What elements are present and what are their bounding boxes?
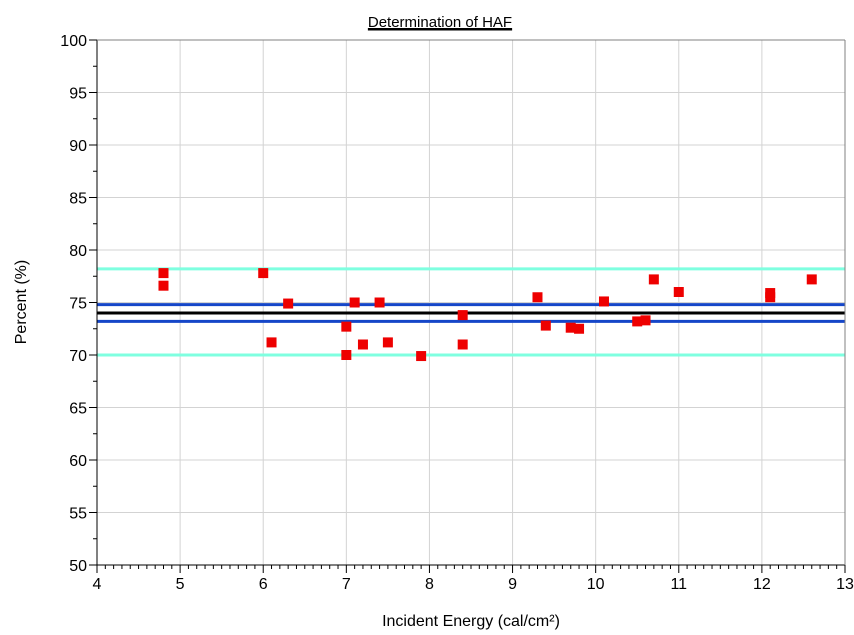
y-tick-label: 75 (69, 296, 87, 313)
y-tick-label: 90 (69, 138, 87, 155)
x-tick-label: 9 (508, 576, 517, 593)
data-point (648, 274, 659, 285)
y-tick-label: 60 (69, 453, 87, 470)
reference-lines (97, 267, 845, 357)
data-point (258, 268, 269, 279)
data-point (565, 322, 576, 333)
x-tick-label: 4 (93, 576, 102, 593)
y-axis-title: Percent (%) (13, 260, 30, 344)
y-tick-label: 100 (60, 33, 87, 50)
data-point (765, 292, 776, 303)
data-point (457, 310, 468, 321)
data-point (341, 321, 352, 332)
x-tick-label: 5 (176, 576, 185, 593)
data-point (266, 337, 277, 348)
gridlines (97, 40, 845, 565)
data-point (532, 292, 543, 303)
data-point (540, 320, 551, 331)
x-axis-title: Incident Energy (cal/cm²) (382, 613, 560, 630)
data-point (283, 298, 294, 309)
y-tick-label: 50 (69, 558, 87, 575)
data-point (341, 350, 352, 360)
x-tick-label: 8 (425, 576, 434, 593)
x-tick-label: 6 (259, 576, 268, 593)
y-tick-label: 65 (69, 401, 87, 418)
data-point (574, 323, 585, 334)
y-tick-label: 80 (69, 243, 87, 260)
x-tick-label: 13 (836, 576, 854, 593)
data-point (632, 316, 643, 327)
y-tick-label: 95 (69, 86, 87, 103)
data-point (382, 337, 393, 348)
x-tick-label: 12 (753, 576, 771, 593)
data-point (374, 297, 385, 308)
data-points (158, 268, 817, 362)
y-tick-label: 85 (69, 191, 87, 208)
y-tick-label: 55 (69, 506, 87, 523)
data-point (349, 297, 360, 308)
y-tick-label: 70 (69, 348, 87, 365)
data-point (673, 287, 684, 297)
data-point (640, 315, 651, 326)
data-point (457, 339, 468, 350)
data-point (416, 351, 427, 362)
data-point (158, 280, 169, 291)
data-point (598, 296, 609, 307)
data-point (158, 268, 169, 279)
data-point (806, 274, 817, 285)
x-tick-label: 11 (670, 576, 687, 593)
ticks: 50 55 60 65 70 75 80 85 90 95 100 4 5 6 7 8 9 10 11 12 13 (60, 33, 854, 593)
chart-title: Determination of HAF (368, 14, 512, 31)
data-point (357, 339, 368, 350)
x-tick-label: 7 (342, 576, 351, 593)
x-tick-label: 10 (587, 576, 605, 593)
